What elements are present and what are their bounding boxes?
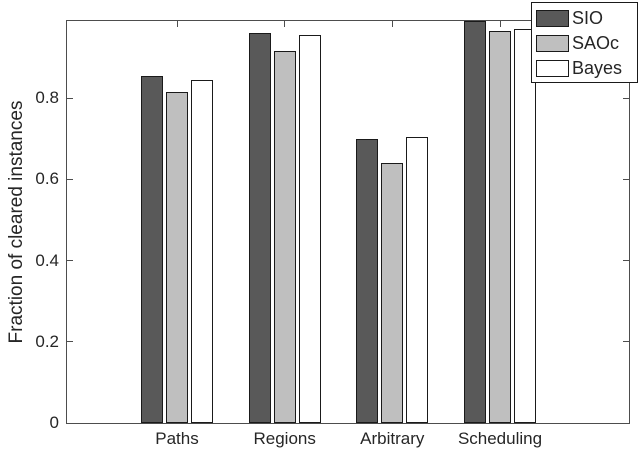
legend-label-sio: SIO bbox=[572, 8, 604, 28]
x-tick-label-scheduling: Scheduling bbox=[457, 429, 543, 448]
y-tick-label: 0 bbox=[49, 413, 59, 432]
y-tick-label: 0.6 bbox=[35, 169, 59, 189]
y-tick-label: 0.2 bbox=[35, 331, 59, 351]
x-axis-tick-top bbox=[284, 21, 286, 27]
y-axis-tick-right bbox=[623, 341, 629, 343]
bar-paths-saoc bbox=[166, 92, 188, 423]
legend-row-sio: SIO bbox=[532, 6, 637, 31]
x-tick-label-paths: Paths bbox=[155, 429, 199, 448]
y-tick-label: 0.8 bbox=[35, 88, 59, 108]
legend-row-saoc: SAOc bbox=[532, 31, 637, 56]
x-axis-tick-top bbox=[499, 21, 501, 27]
y-axis-tick-right bbox=[623, 97, 629, 99]
x-axis-tick-top bbox=[391, 21, 393, 27]
bar-arbitrary-sio bbox=[356, 138, 379, 423]
x-tick-label-arbitrary: Arbitrary bbox=[360, 429, 425, 448]
plot-area bbox=[66, 20, 630, 424]
legend-label-saoc: SAOc bbox=[572, 33, 620, 53]
bar-arbitrary-bayes bbox=[406, 136, 429, 423]
bar-regions-sio bbox=[248, 33, 271, 423]
bar-regions-saoc bbox=[273, 51, 296, 423]
bar-scheduling-saoc bbox=[489, 31, 511, 423]
legend: SIO SAOc Bayes bbox=[531, 2, 638, 83]
y-axis-tick-right bbox=[623, 260, 629, 262]
legend-swatch-bayes-icon bbox=[536, 60, 569, 77]
legend-swatch-saoc-icon bbox=[536, 35, 569, 52]
x-tick-label-regions: Regions bbox=[253, 429, 316, 448]
y-axis-label: Fraction of cleared instances bbox=[6, 100, 27, 344]
bar-scheduling-bayes bbox=[514, 29, 536, 423]
y-axis-tick-left bbox=[67, 178, 73, 180]
bar-paths-bayes bbox=[191, 79, 213, 423]
bar-paths-sio bbox=[141, 75, 163, 423]
y-axis-tick-left bbox=[67, 341, 73, 343]
y-tick-label: 0.4 bbox=[35, 250, 59, 270]
y-axis-tick-left bbox=[67, 260, 73, 262]
bar-regions-bayes bbox=[298, 35, 321, 423]
x-axis-tick-top bbox=[176, 21, 178, 27]
y-axis-tick-left bbox=[67, 97, 73, 99]
bar-scheduling-sio bbox=[464, 21, 486, 423]
legend-label-bayes: Bayes bbox=[572, 58, 623, 78]
bar-arbitrary-saoc bbox=[381, 163, 404, 423]
y-axis-tick-right bbox=[623, 178, 629, 180]
legend-row-bayes: Bayes bbox=[532, 56, 637, 81]
legend-swatch-sio-icon bbox=[536, 10, 569, 27]
